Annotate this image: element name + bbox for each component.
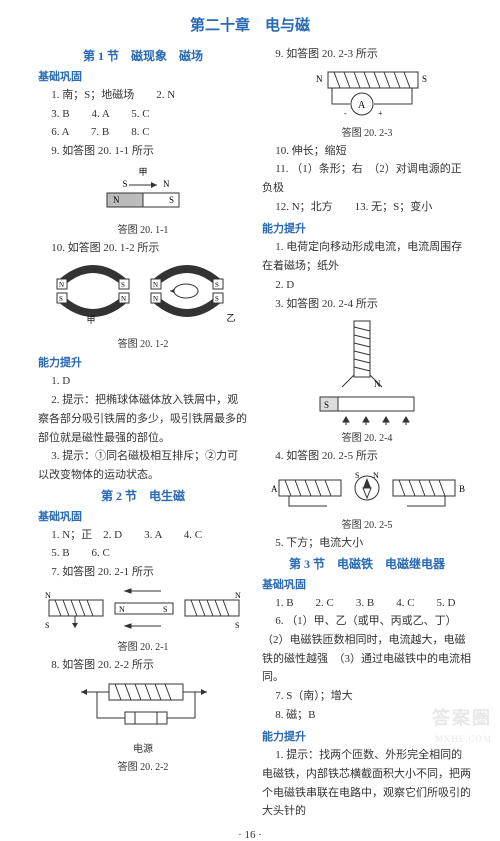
section-2-title: 第 2 节 电生磁 (38, 487, 248, 504)
heading-basics: 基础巩固 (38, 68, 248, 84)
answer-line: 5. 下方；电流大小 (262, 534, 472, 553)
figure-20-2-1: N S N S N S (38, 586, 248, 636)
svg-text:S: S (45, 621, 49, 630)
chapter-title: 第二十章 电与磁 (0, 0, 500, 45)
answer-line: 1. N；正 2. D 3. A 4. C (38, 526, 248, 545)
figure-caption: 答图 20. 2-2 (38, 758, 248, 773)
svg-text:N: N (59, 281, 64, 289)
answer-line: 12. N；北方 13. 无；S；变小 (262, 198, 472, 217)
svg-text:N: N (316, 74, 323, 84)
page-number: · 16 · (0, 821, 500, 841)
heading-ability: 能力提升 (38, 354, 248, 370)
figure-20-2-5: A S N B (262, 470, 472, 514)
svg-text:N: N (119, 605, 125, 614)
figure-20-2-2 (38, 678, 248, 738)
svg-text:N: N (153, 281, 158, 289)
svg-text:S: S (169, 195, 174, 205)
section-3-title: 第 3 节 电磁铁 电磁继电器 (262, 555, 472, 572)
answer-line: 10. 如答图 20. 1-2 所示 (38, 239, 248, 258)
answer-line: 1. D (38, 372, 248, 391)
heading-basics: 基础巩固 (38, 508, 248, 524)
two-column-layout: 第 1 节 磁现象 磁场 基础巩固 1. 南；S；地磁场 2. N 3. B 4… (0, 45, 500, 821)
answer-line: 9. 如答图 20. 1-1 所示 (38, 142, 248, 161)
answer-line: 3. 提示：①同名磁极相互排斥；②力可以改变物体的运动状态。 (38, 447, 248, 484)
answer-line: 10. 伸长；缩短 (262, 142, 472, 161)
svg-text:N: N (45, 591, 51, 600)
answer-line: 2. D (262, 276, 472, 295)
figure-caption: 答图 20. 1-2 (38, 335, 248, 350)
svg-text:S: S (355, 471, 359, 480)
svg-text:N: N (121, 295, 126, 303)
svg-text:S: S (163, 605, 167, 614)
answer-line: 1. 提示：找两个匝数、外形完全相同的电磁铁，内部铁芯横截面积大小不同，把两个电… (262, 746, 472, 821)
figure-caption: 答图 20. 2-4 (262, 429, 472, 444)
svg-text:N: N (374, 379, 381, 389)
figure-20-1-1: 甲 S N N S (38, 165, 248, 219)
svg-text:S: S (215, 281, 219, 289)
svg-text:A: A (358, 100, 366, 111)
svg-text:甲: 甲 (86, 315, 95, 325)
answer-line: 1. 电荷定向移动形成电流，电流周围存在着磁场；纸外 (262, 238, 472, 275)
answer-line: 1. B 2. C 3. B 4. C 5. D (262, 594, 472, 613)
svg-text:S: S (235, 621, 239, 630)
svg-text:N: N (163, 179, 170, 189)
answer-line: 7. 如答图 20. 2-1 所示 (38, 563, 248, 582)
svg-text:甲: 甲 (138, 167, 147, 177)
answer-line: 11. （1）条形；右 （2）对调电源的正负极 (262, 160, 472, 197)
svg-text:N: N (235, 591, 241, 600)
answer-line: 3. B 4. A 5. C (38, 105, 248, 124)
figure-caption: 答图 20. 2-1 (38, 638, 248, 653)
figure-20-1-2: N S S N 甲 N S N S 乙 (38, 261, 248, 333)
svg-text:S: S (215, 295, 219, 303)
svg-text:乙: 乙 (226, 313, 235, 323)
answer-line: 1. 南；S；地磁场 2. N (38, 86, 248, 105)
svg-text:N: N (373, 471, 379, 480)
answer-line: 6. （1）甲、乙（或甲、丙或乙、丁） （2）电磁铁匝数相同时，电流越大，电磁铁… (262, 612, 472, 687)
svg-text:N: N (153, 295, 158, 303)
right-column: 9. 如答图 20. 2-3 所示 N S A - + (262, 45, 472, 821)
figure-caption: 答图 20. 2-3 (262, 124, 472, 139)
svg-text:N: N (113, 195, 120, 205)
heading-ability: 能力提升 (262, 728, 472, 744)
svg-text:+: + (378, 109, 383, 118)
heading-ability: 能力提升 (262, 220, 472, 236)
figure-20-2-4: N S (262, 317, 472, 427)
figure-sub-label: 电源 (38, 740, 248, 755)
answer-line: 2. 提示：把椭球体磁体放入铁屑中，观察各部分吸引铁屑的多少，吸引铁屑最多的部位… (38, 391, 248, 447)
answer-line: 5. B 6. C (38, 544, 248, 563)
answer-line: 9. 如答图 20. 2-3 所示 (262, 45, 472, 64)
svg-text:S: S (59, 295, 63, 303)
figure-caption: 答图 20. 2-5 (262, 516, 472, 531)
answer-line: 8. 如答图 20. 2-2 所示 (38, 656, 248, 675)
answer-line: 3. 如答图 20. 2-4 所示 (262, 295, 472, 314)
svg-text:S: S (121, 281, 125, 289)
left-column: 第 1 节 磁现象 磁场 基础巩固 1. 南；S；地磁场 2. N 3. B 4… (38, 45, 248, 821)
section-1-title: 第 1 节 磁现象 磁场 (38, 47, 248, 64)
answer-line: 8. 磁；B (262, 706, 472, 725)
svg-text:S: S (422, 74, 427, 84)
svg-text:B: B (459, 484, 465, 494)
svg-text:S: S (324, 400, 329, 410)
figure-20-2-3: N S A - + (262, 68, 472, 122)
answer-line: 7. S（南）；增大 (262, 687, 472, 706)
answer-line: 4. 如答图 20. 2-5 所示 (262, 447, 472, 466)
heading-basics: 基础巩固 (262, 576, 472, 592)
svg-text:A: A (271, 484, 278, 494)
svg-text:S: S (122, 179, 127, 189)
answer-line: 6. A 7. B 8. C (38, 123, 248, 142)
figure-caption: 答图 20. 1-1 (38, 221, 248, 236)
svg-text:-: - (344, 109, 347, 118)
